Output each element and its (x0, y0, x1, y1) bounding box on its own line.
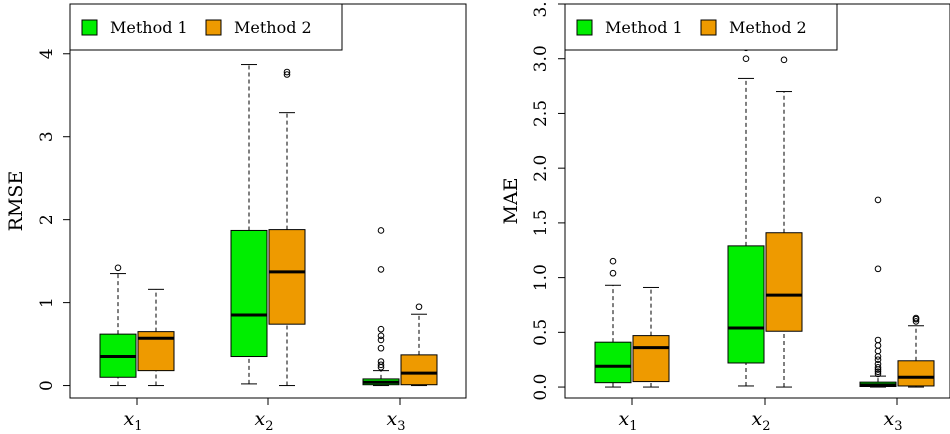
outlier-point (780, 56, 788, 64)
box-1-1 (99, 264, 137, 387)
legend-swatch (205, 19, 222, 36)
y-tick-label: 0 (37, 380, 57, 391)
outlier-point (874, 364, 882, 371)
box-body (230, 229, 268, 358)
outlier-point (377, 344, 385, 352)
outlier-point (377, 361, 385, 369)
x-tick-label-base: x (387, 408, 398, 430)
y-tick-label: 0.0 (531, 374, 551, 401)
y-tick-label: 2.5 (531, 100, 551, 127)
legend-label: Method 1 (605, 18, 683, 37)
x-tick-label-base: x (884, 408, 895, 430)
y-tick-label: 1.0 (531, 264, 551, 291)
box-body (727, 245, 765, 364)
outlier-point (874, 360, 882, 368)
box-body (400, 354, 438, 386)
x-tick-label-subscript: 2 (265, 419, 273, 434)
outlier-point (874, 356, 882, 363)
outlier-point (114, 264, 122, 272)
x-tick-label-subscript: 3 (894, 419, 902, 434)
outlier-point (377, 266, 385, 273)
box-1-2 (230, 64, 268, 385)
outlier-point (377, 227, 385, 234)
box-2-2 (765, 56, 803, 388)
y-tick-label: 2.0 (531, 155, 551, 182)
outlier-point (283, 68, 291, 76)
outlier-point (874, 347, 882, 355)
legend: Method 1 Method 2 (69, 3, 343, 51)
box-body (268, 229, 306, 325)
box-1-2 (727, 44, 765, 387)
outlier-point (874, 265, 882, 273)
x-tick-label-subscript: 1 (629, 419, 637, 434)
outlier-point (912, 318, 920, 325)
outlier-point (609, 257, 617, 265)
y-tick-label: 3.0 (531, 45, 551, 72)
outlier-point (742, 55, 750, 63)
x-tick-label-subscript: 1 (134, 419, 142, 434)
outlier-point (377, 358, 385, 365)
outlier-point (377, 332, 385, 340)
y-axis-title: MAE (500, 177, 522, 224)
y-tick-label: 1 (37, 297, 57, 308)
y-tick-label: 3 (37, 131, 57, 142)
legend-label: Method 1 (110, 18, 188, 37)
outlier-point (377, 336, 385, 344)
outlier-point (609, 269, 617, 277)
y-tick-label: 1.5 (531, 209, 551, 236)
box-body (594, 341, 632, 384)
y-tick-label: 4 (37, 48, 57, 59)
y-tick-label: 0.5 (531, 319, 551, 346)
legend-swatch (576, 19, 593, 36)
outlier-point (377, 325, 385, 333)
box-2-3 (897, 314, 935, 388)
outlier-point (283, 71, 291, 78)
y-tick-label: 2 (37, 214, 57, 225)
box-body (897, 360, 935, 387)
outlier-point (874, 336, 882, 344)
x-tick-label-subscript: 3 (397, 419, 405, 434)
box-2-1 (632, 286, 670, 388)
box-2-3 (400, 303, 438, 387)
outlier-point (874, 368, 882, 376)
box-body (765, 232, 803, 332)
y-axis-title: RMSE (5, 171, 27, 232)
x-tick-label-base: x (124, 408, 135, 430)
legend-box (564, 3, 838, 51)
box-1-3 (362, 227, 400, 387)
x-tick-label: x1 (619, 408, 638, 434)
legend-swatch (700, 19, 717, 36)
box-2-2 (268, 68, 306, 387)
box-1-1 (594, 257, 632, 388)
box-2-1 (137, 288, 175, 387)
box-body (632, 335, 670, 383)
outlier-point (874, 370, 882, 378)
legend-label: Method 2 (729, 18, 807, 37)
x-tick-label: x2 (255, 408, 274, 434)
x-tick-label: x2 (752, 408, 771, 434)
outlier-point (874, 342, 882, 349)
x-tick-label-base: x (619, 408, 630, 430)
outlier-point (415, 303, 423, 311)
x-tick-label-base: x (255, 408, 266, 430)
legend-swatch (81, 19, 98, 36)
x-tick-label-base: x (752, 408, 763, 430)
y-tick-label: 3.5 (531, 0, 551, 18)
outlier-point (874, 196, 882, 204)
legend-label: Method 2 (234, 18, 312, 37)
x-tick-label-subscript: 2 (762, 419, 770, 434)
legend: Method 1 Method 2 (564, 3, 838, 51)
box-1-3 (859, 196, 897, 388)
x-tick-label: x3 (387, 408, 406, 434)
x-tick-label: x1 (124, 408, 143, 434)
outlier-point (912, 314, 920, 322)
x-tick-label: x3 (884, 408, 903, 434)
